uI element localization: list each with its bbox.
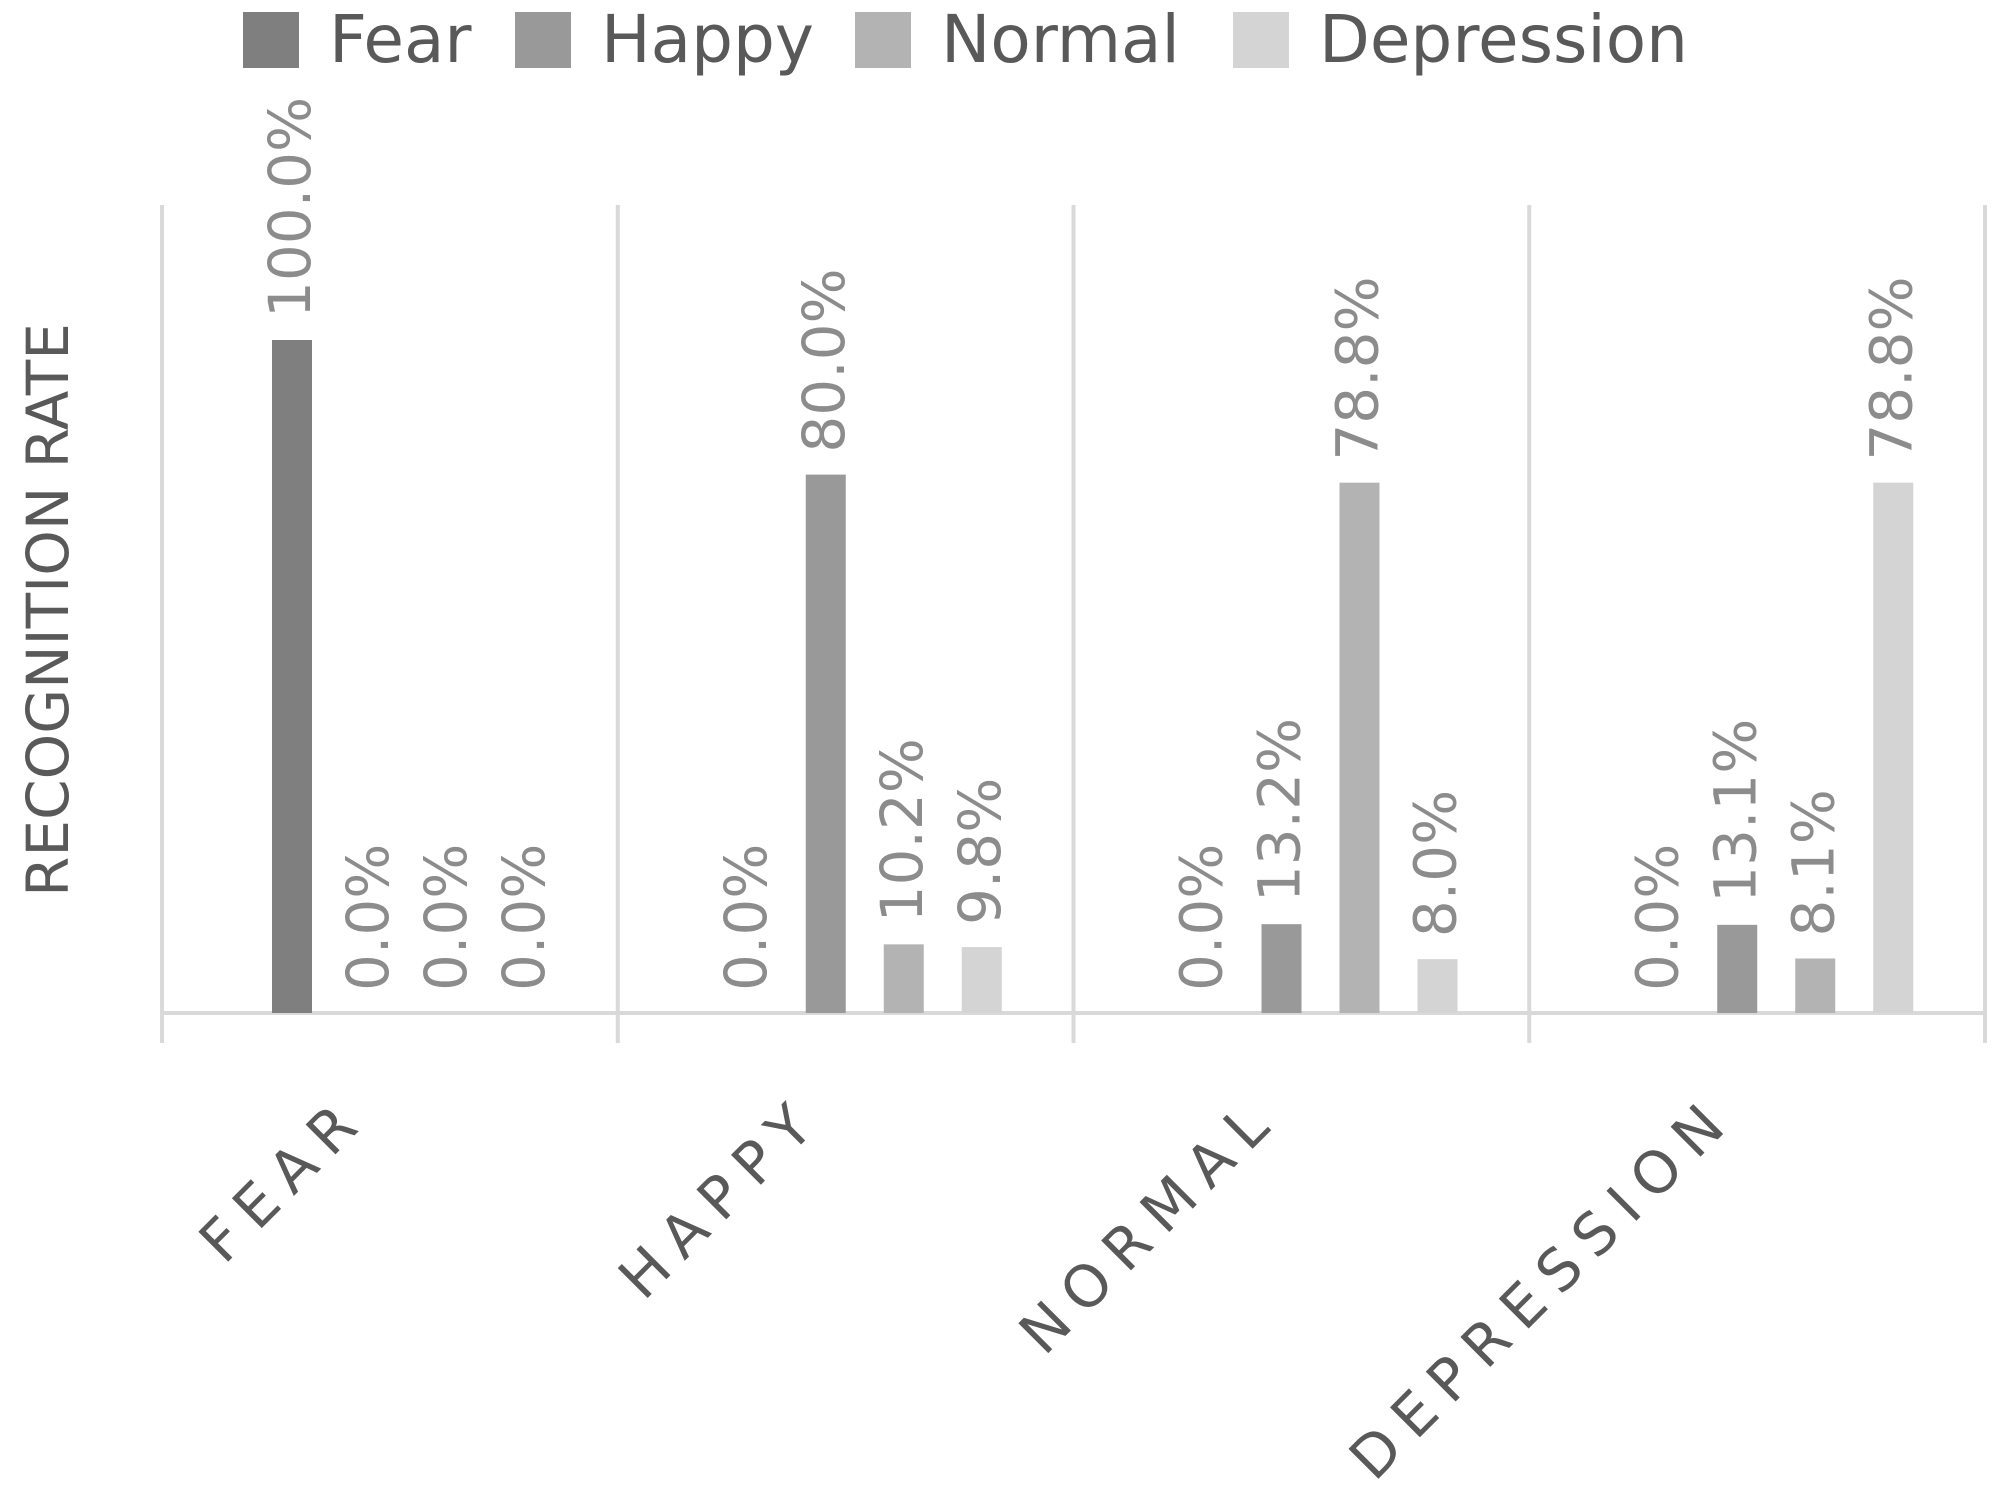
legend-swatch-normal — [855, 12, 911, 68]
x-tick-label-normal: NORMAL — [1006, 1082, 1291, 1367]
bar-normal-happy — [1261, 924, 1302, 1013]
x-tick-label-depression: DEPRESSION — [1336, 1082, 1747, 1493]
axes — [160, 205, 1987, 1043]
legend-label-normal: Normal — [941, 1, 1180, 78]
bar-fear-fear — [272, 340, 312, 1013]
x-tick-label-fear: FEAR — [186, 1082, 380, 1276]
legend-swatch-fear — [243, 12, 299, 68]
legend-swatch-happy — [515, 12, 571, 68]
bar-happy-depression — [961, 947, 1002, 1013]
bar-normal-normal — [1339, 482, 1380, 1013]
bar-depression-normal — [1795, 958, 1836, 1013]
legend-label-happy: Happy — [601, 1, 814, 78]
data-label: 0.0% — [412, 844, 480, 991]
data-label: 78.8% — [1324, 276, 1392, 460]
bar-happy-normal — [883, 944, 924, 1013]
data-label: 80.0% — [790, 268, 858, 452]
data-label: 100.0% — [256, 97, 324, 318]
data-label: 13.2% — [1246, 718, 1314, 902]
data-label: 0.0% — [1168, 844, 1236, 991]
data-label: 8.1% — [1779, 789, 1847, 936]
data-label: 9.8% — [946, 778, 1014, 925]
bar-normal-depression — [1417, 959, 1458, 1013]
data-label: 78.8% — [1857, 276, 1925, 460]
y-axis-label: RECOGNITION RATE — [14, 323, 82, 897]
data-label: 0.0% — [1623, 844, 1691, 991]
legend-swatch-depression — [1233, 12, 1289, 68]
data-label: 0.0% — [490, 844, 558, 991]
data-label: 8.0% — [1402, 790, 1470, 937]
x-tick-labels: FEAR HAPPY NORMAL DEPRESSION — [186, 1082, 1747, 1493]
data-label: 0.0% — [334, 844, 402, 991]
legend-label-fear: Fear — [329, 1, 472, 78]
data-label: 10.2% — [868, 738, 936, 922]
data-label: 0.0% — [712, 844, 780, 991]
bars — [272, 340, 1914, 1014]
legend-label-depression: Depression — [1319, 1, 1688, 78]
x-tick-label-happy: HAPPY — [605, 1082, 835, 1312]
legend: Fear Happy Normal Depression — [243, 1, 1688, 78]
data-label: 13.1% — [1701, 719, 1769, 903]
bar-depression-depression — [1873, 482, 1914, 1013]
bar-happy-happy — [805, 474, 846, 1014]
data-labels: 100.0%0.0% 0.0% 0.0% 0.0%80.0%10.2% 9.8% 0.0%… — [256, 97, 1925, 991]
bar-depression-happy — [1717, 924, 1758, 1013]
